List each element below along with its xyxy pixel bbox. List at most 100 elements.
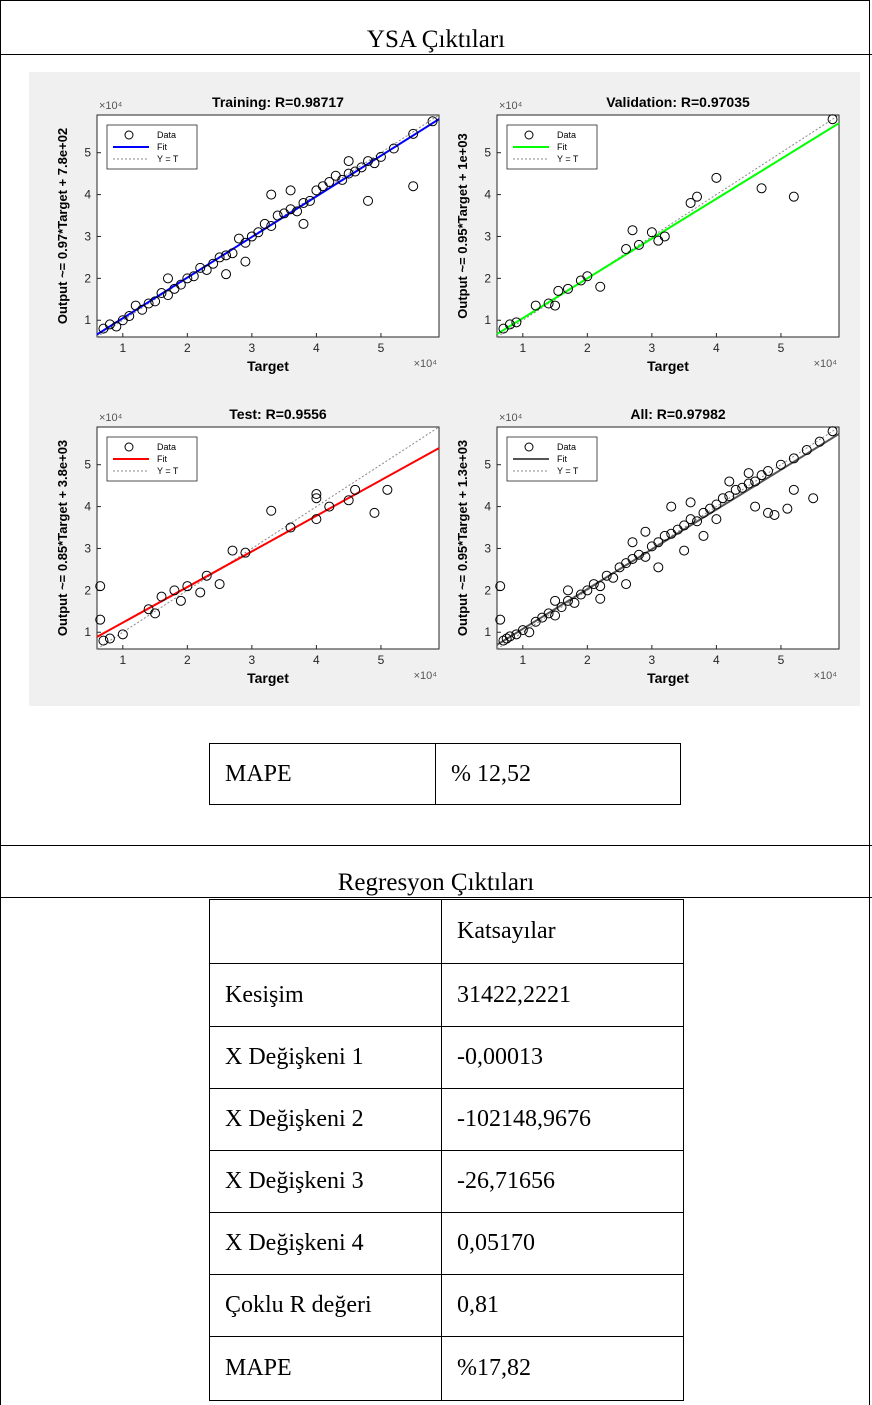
data-point <box>640 526 651 537</box>
legend-marker <box>524 442 534 452</box>
row-label: MAPE <box>209 1336 442 1401</box>
data-point <box>763 465 774 476</box>
x-tick-label: 2 <box>584 653 591 667</box>
row-value: -26,71656 <box>441 1150 684 1213</box>
y-axis-label: Output ~= 0.95*Target + 1.3e+03 <box>455 440 470 636</box>
x-axis-label: Target <box>647 670 689 686</box>
data-point <box>550 610 561 621</box>
data-point <box>827 114 838 125</box>
data-point <box>775 459 786 470</box>
data-point <box>801 445 812 456</box>
row-label: X Değişkeni 2 <box>209 1088 442 1151</box>
data-point <box>259 218 270 229</box>
data-point <box>743 468 754 479</box>
data-point <box>285 522 296 533</box>
ysa-regression-figure: 1 2 3 4 5 1 2 3 4 5 Data Fit Y = T Training: R=0.9871… <box>29 72 860 706</box>
x-tick-label: 4 <box>313 341 320 355</box>
data-point <box>162 290 173 301</box>
x-tick-label: 2 <box>184 653 191 667</box>
data-point <box>788 484 799 495</box>
data-point <box>337 174 348 185</box>
data-point <box>543 608 554 619</box>
data-point <box>156 591 167 602</box>
x-tick-label: 2 <box>184 341 191 355</box>
row-value: %17,82 <box>441 1336 684 1401</box>
row-label: Çoklu R değeri <box>209 1274 442 1337</box>
y-axis-multiplier: ×10⁴ <box>99 412 123 424</box>
row-label: X Değişkeni 4 <box>209 1212 442 1275</box>
x-tick-label: 1 <box>519 341 526 355</box>
regression-plots: 1 2 3 4 5 1 2 3 4 5 Data Fit Y = T Training: R=0.9871… <box>55 94 840 686</box>
x-tick-label: 5 <box>778 341 785 355</box>
data-point <box>582 585 593 596</box>
x-tick-label: 5 <box>378 653 385 667</box>
legend-label: Data <box>557 442 576 452</box>
table-row: X Değişkeni 1 -0,00013 <box>209 1026 684 1089</box>
legend-label: Fit <box>157 454 167 464</box>
data-point <box>150 608 161 619</box>
data-point <box>427 116 438 127</box>
row-label: X Değişkeni 3 <box>209 1150 442 1213</box>
data-point <box>369 158 380 169</box>
data-point <box>240 256 251 267</box>
data-point <box>679 520 690 531</box>
x-axis-label: Target <box>647 358 689 374</box>
data-point <box>627 537 638 548</box>
legend-box <box>506 436 598 482</box>
data-point <box>162 273 173 284</box>
data-point <box>272 210 283 221</box>
legend-label: Data <box>557 130 576 140</box>
data-point <box>711 499 722 510</box>
data-point <box>408 181 419 192</box>
data-point <box>375 151 386 162</box>
data-point <box>511 317 522 328</box>
y-axis-multiplier: ×10⁴ <box>99 100 123 112</box>
table-row: Çoklu R değeri 0,81 <box>209 1274 684 1337</box>
data-point <box>588 579 599 590</box>
data-point <box>240 237 251 248</box>
data-point <box>266 189 277 200</box>
data-point <box>730 484 741 495</box>
plot-title: Test: R=0.9556 <box>229 406 327 422</box>
row-value: 0,05170 <box>441 1212 684 1275</box>
header-cell <box>209 899 442 964</box>
x-tick-label: 3 <box>649 653 656 667</box>
data-point <box>388 143 399 154</box>
data-point <box>182 581 193 592</box>
data-point <box>569 597 580 608</box>
data-point <box>169 585 180 596</box>
fit-line <box>496 122 840 335</box>
y-axis-multiplier: ×10⁴ <box>499 412 523 424</box>
y-axis-multiplier: ×10⁴ <box>499 100 523 112</box>
y-tick-label: 4 <box>84 500 91 514</box>
x-tick-label: 5 <box>378 341 385 355</box>
data-point <box>788 191 799 202</box>
data-point <box>562 283 573 294</box>
data-point <box>495 581 506 592</box>
data-point <box>227 248 238 259</box>
data-point <box>750 476 761 487</box>
x-axis-label: Target <box>247 670 289 686</box>
data-point <box>343 168 354 179</box>
y-tick-label: 5 <box>84 458 91 472</box>
legend-label: Data <box>157 442 176 452</box>
x-axis-multiplier: ×10⁴ <box>814 358 838 370</box>
legend-label: Data <box>157 130 176 140</box>
row-value: -0,00013 <box>441 1026 684 1089</box>
data-point <box>495 614 506 625</box>
data-point <box>595 593 606 604</box>
plot-title: All: R=0.97982 <box>630 406 726 422</box>
data-point <box>711 514 722 525</box>
y-tick-label: 1 <box>484 313 491 327</box>
data-point <box>756 183 767 194</box>
data-point <box>640 551 651 562</box>
data-point <box>137 304 148 315</box>
legend-marker <box>124 442 134 452</box>
data-point <box>692 516 703 527</box>
ysa-mape-table: MAPE % 12,52 <box>209 743 681 805</box>
x-axis-label: Target <box>247 358 289 374</box>
x-tick-label: 2 <box>584 341 591 355</box>
data-point <box>201 264 212 275</box>
data-point <box>188 271 199 282</box>
table-row: X Değişkeni 3 -26,71656 <box>209 1150 684 1213</box>
